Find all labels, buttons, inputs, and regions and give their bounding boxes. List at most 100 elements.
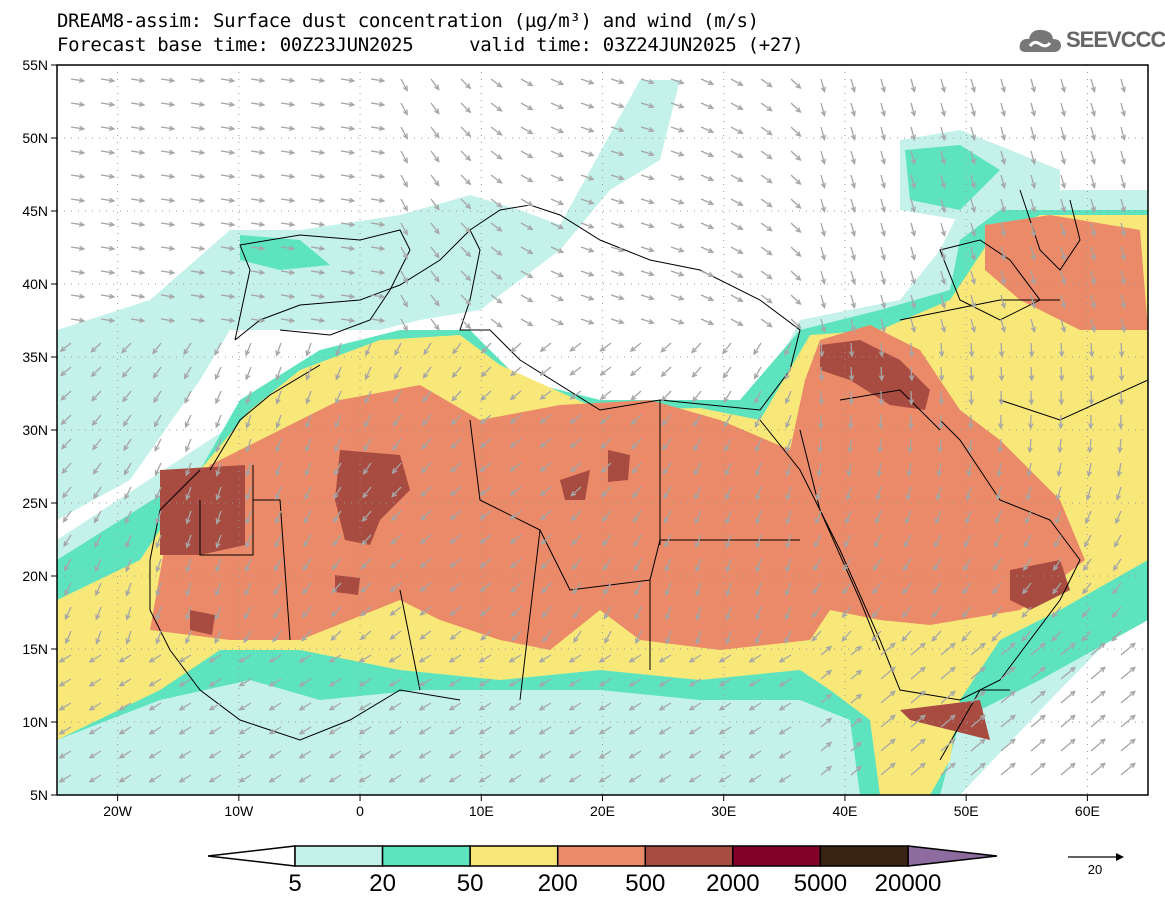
wind-arrowhead xyxy=(599,418,607,425)
wind-arrow xyxy=(185,486,192,500)
cloud-icon xyxy=(1019,29,1061,52)
wind-arrowhead xyxy=(568,753,575,759)
wind-arrow xyxy=(1057,462,1062,476)
wind-arrow xyxy=(340,150,354,154)
wind-arrow xyxy=(393,414,402,427)
wind-arrowhead xyxy=(718,705,725,711)
wind-arrowhead xyxy=(268,705,275,711)
wind-arrow xyxy=(364,390,372,403)
wind-arrow xyxy=(550,270,564,277)
wind-arrow xyxy=(299,750,312,759)
wind-arrowhead xyxy=(633,565,640,572)
wind-arrowhead xyxy=(1115,494,1122,501)
wind-arrow xyxy=(190,150,204,154)
wind-arrowhead xyxy=(1058,375,1065,382)
wind-arrow xyxy=(910,150,916,164)
wind-arrowhead xyxy=(288,245,296,252)
lon-label: 40E xyxy=(832,803,857,819)
lat-label: 45N xyxy=(22,203,48,219)
wind-arrowhead xyxy=(214,613,220,621)
wind-arrowhead xyxy=(557,80,565,86)
wind-arrow xyxy=(160,150,174,154)
wind-arrowhead xyxy=(795,107,802,114)
wind-arrow xyxy=(273,606,282,619)
wind-arrowhead xyxy=(1120,254,1127,261)
wind-arrowhead xyxy=(1030,278,1037,285)
wind-arrowhead xyxy=(936,470,943,478)
wind-arrow xyxy=(850,174,856,188)
wind-arrowhead xyxy=(901,635,908,642)
wind-arrowhead xyxy=(361,539,368,546)
wind-arrowhead xyxy=(451,395,458,402)
wind-arrow xyxy=(460,270,471,281)
colorbar-level-label: 5000 xyxy=(794,870,847,897)
wind-arrowhead xyxy=(1112,564,1119,572)
wind-arrow xyxy=(154,438,162,451)
wind-arrow xyxy=(153,366,162,379)
wind-arrow xyxy=(59,654,72,663)
wind-arrow xyxy=(940,666,956,680)
wind-arrow xyxy=(693,438,702,451)
wind-arrow xyxy=(970,762,986,776)
wind-arrow xyxy=(1060,714,1076,728)
wind-arrow xyxy=(572,558,582,570)
wind-arrowhead xyxy=(940,110,947,117)
wind-arrowhead xyxy=(919,714,926,721)
wind-arrow xyxy=(1060,642,1076,656)
wind-arrow xyxy=(935,510,942,524)
wind-arrow xyxy=(730,102,743,110)
wind-arrowhead xyxy=(228,221,236,228)
wind-arrow xyxy=(629,726,642,735)
wind-arrowhead xyxy=(363,445,369,452)
wind-arrowhead xyxy=(91,395,98,402)
wind-arrowhead xyxy=(1118,423,1124,430)
wind-arrowhead xyxy=(932,588,938,595)
wind-arrowhead xyxy=(1088,399,1095,406)
wind-arrow xyxy=(850,222,856,236)
wind-arrow xyxy=(1022,582,1032,594)
wind-arrow xyxy=(1060,198,1066,212)
wind-arrowhead xyxy=(603,613,610,620)
wind-arrow xyxy=(122,390,132,402)
wind-arrowhead xyxy=(1025,494,1032,501)
wind-arrow xyxy=(539,726,552,735)
wind-arrowhead xyxy=(878,351,885,358)
wind-arrow xyxy=(370,174,384,178)
wind-arrowhead xyxy=(1030,134,1037,141)
wind-arrowhead xyxy=(1120,158,1127,165)
wind-arrowhead xyxy=(766,297,773,304)
wind-arrowhead xyxy=(335,397,341,405)
wind-arrow xyxy=(790,174,801,185)
wind-arrow xyxy=(1060,666,1076,680)
wind-arrow xyxy=(726,582,732,596)
wind-arrow xyxy=(1090,642,1106,656)
wind-arrow xyxy=(94,510,102,523)
wind-arrow xyxy=(299,702,312,711)
wind-arrow xyxy=(610,198,624,204)
wind-arrowhead xyxy=(600,442,607,449)
wind-arrow xyxy=(510,534,522,544)
wind-arrow xyxy=(123,414,132,427)
wind-arrow xyxy=(190,222,204,226)
lat-label: 35N xyxy=(22,349,48,365)
wind-arrowhead xyxy=(228,269,236,276)
wind-arrow xyxy=(659,750,672,759)
wind-arrow xyxy=(760,246,772,256)
wind-arrow xyxy=(850,246,856,260)
wind-arrowhead xyxy=(168,149,176,156)
wind-arrow xyxy=(700,126,714,133)
wind-arrowhead xyxy=(540,538,547,545)
wind-arrow xyxy=(1120,126,1126,140)
wind-arrowhead xyxy=(1021,611,1028,619)
wind-arrow xyxy=(479,774,492,783)
wind-arrowhead xyxy=(725,493,731,501)
wind-arrow xyxy=(1090,102,1096,116)
wind-arrowhead xyxy=(244,613,250,620)
wind-arrow xyxy=(940,174,946,188)
wind-arrow xyxy=(1025,510,1032,524)
wind-arrow xyxy=(1120,714,1136,728)
wind-arrowhead xyxy=(1022,588,1028,595)
wind-arrow xyxy=(692,366,702,378)
wind-arrow xyxy=(450,534,462,544)
wind-arrowhead xyxy=(722,372,729,379)
